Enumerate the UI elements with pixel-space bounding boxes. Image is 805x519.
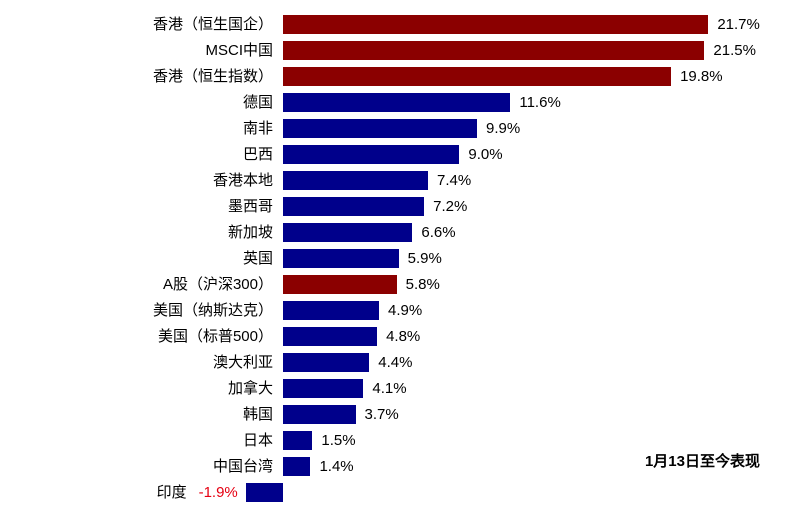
category-label: 香港（恒生指数） — [152, 68, 273, 85]
bar — [283, 67, 672, 86]
category-label: 中国台湾 — [212, 458, 273, 475]
chart-row: 南非 9.9% — [0, 116, 805, 142]
chart-row: 中国台湾 1.4% — [0, 454, 805, 480]
category-label: MSCI中国 — [205, 42, 273, 59]
value-label: 5.9% — [407, 250, 442, 267]
chart-row: 墨西哥 7.2% — [0, 194, 805, 220]
chart-row: 德国 11.6% — [0, 90, 805, 116]
chart-row: 澳大利亚 4.4% — [0, 350, 805, 376]
chart-row: A股（沪深300） 5.8% — [0, 272, 805, 298]
chart-row: 美国（纳斯达克） 4.9% — [0, 298, 805, 324]
chart-annotation: 1月13日至今表现 — [644, 453, 760, 470]
bar — [283, 431, 313, 450]
chart-row: 巴西 9.0% — [0, 142, 805, 168]
category-label: A股（沪深300） — [162, 276, 273, 293]
bar-chart: 香港（恒生国企） 21.7% MSCI中国 21.5% 香港（恒生指数） 19.8% 德国 1… — [0, 12, 805, 506]
bar — [283, 15, 709, 34]
bar — [283, 119, 478, 138]
value-label: 7.4% — [437, 172, 472, 189]
bar — [283, 379, 364, 398]
value-label: 3.7% — [364, 406, 399, 423]
bar — [283, 41, 705, 60]
chart-row: 香港（恒生国企） 21.7% — [0, 12, 805, 38]
bar — [283, 275, 397, 294]
value-label: 21.5% — [713, 42, 756, 59]
category-label: 印度 — [156, 484, 187, 501]
category-label: 英国 — [242, 250, 273, 267]
bar — [283, 301, 380, 320]
bar — [283, 457, 311, 476]
chart-row: 日本 1.5% — [0, 428, 805, 454]
chart-row: 新加坡 6.6% — [0, 220, 805, 246]
chart-row: 加拿大 4.1% — [0, 376, 805, 402]
category-label: 香港本地 — [212, 172, 273, 189]
chart-row: 英国 5.9% — [0, 246, 805, 272]
chart-row: 韩国 3.7% — [0, 402, 805, 428]
category-label: 德国 — [242, 94, 273, 111]
category-label: 美国（标普500） — [157, 328, 273, 345]
chart-row: 印度 -1.9% — [0, 480, 805, 506]
category-label: 南非 — [242, 120, 273, 137]
category-label: 巴西 — [242, 146, 273, 163]
bar — [283, 223, 413, 242]
category-label: 美国（纳斯达克） — [152, 302, 273, 319]
chart-row: 香港（恒生指数） 19.8% — [0, 64, 805, 90]
chart-row: MSCI中国 21.5% — [0, 38, 805, 64]
bar — [283, 353, 370, 372]
category-label: 澳大利亚 — [212, 354, 273, 371]
value-label: 11.6% — [519, 94, 561, 111]
negative-label-group: 印度 -1.9% — [157, 480, 238, 506]
value-label: 9.0% — [468, 146, 503, 163]
bar — [283, 405, 356, 424]
value-label: 5.8% — [405, 276, 440, 293]
category-label: 新加坡 — [227, 224, 273, 241]
bar — [283, 171, 429, 190]
bar — [283, 249, 399, 268]
value-label: 19.8% — [680, 68, 723, 85]
category-label: 香港（恒生国企） — [152, 16, 273, 33]
category-label: 墨西哥 — [227, 198, 273, 215]
bar — [283, 197, 425, 216]
value-label: 4.1% — [372, 380, 407, 397]
bar — [283, 327, 378, 346]
bar — [283, 145, 460, 164]
value-label: 21.7% — [717, 16, 760, 33]
value-label: 4.9% — [388, 302, 423, 319]
value-label: 4.4% — [378, 354, 413, 371]
bar — [283, 93, 511, 112]
value-label: -1.9% — [198, 484, 238, 501]
value-label: 1.4% — [319, 458, 354, 475]
value-label: 1.5% — [321, 432, 356, 449]
value-label: 4.8% — [386, 328, 421, 345]
value-label: 7.2% — [433, 198, 468, 215]
chart-row: 美国（标普500） 4.8% — [0, 324, 805, 350]
chart-row: 香港本地 7.4% — [0, 168, 805, 194]
category-label: 韩国 — [242, 406, 273, 423]
value-label: 6.6% — [421, 224, 456, 241]
value-label: 9.9% — [486, 120, 521, 137]
category-label: 日本 — [242, 432, 273, 449]
category-label: 加拿大 — [227, 380, 273, 397]
bar — [245, 483, 283, 502]
